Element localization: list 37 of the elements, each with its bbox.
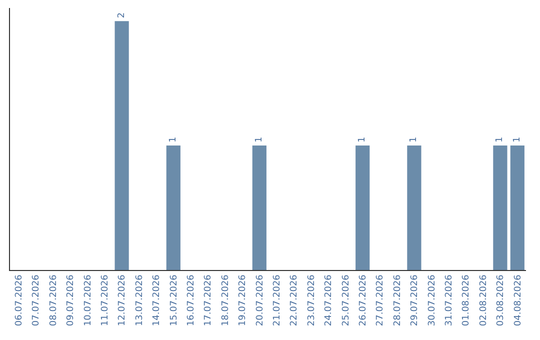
x-tick-label: 07.07.2026: [32, 274, 42, 326]
x-tick-label: 02.08.2026: [478, 274, 489, 326]
x-tick-label: 30.07.2026: [427, 274, 438, 326]
x-tick-label: 24.07.2026: [324, 274, 334, 326]
data-label: 2: [116, 12, 127, 18]
x-tick-label: 27.07.2026: [376, 274, 386, 326]
x-tick-label: 06.07.2026: [14, 274, 25, 326]
data-label: 1: [358, 136, 368, 143]
x-tick-label: 16.07.2026: [186, 274, 197, 326]
data-label: 1: [512, 136, 522, 143]
x-tick-label: 28.07.2026: [392, 274, 403, 326]
x-tick-label: 09.07.2026: [66, 274, 76, 326]
x-tick-label: 08.07.2026: [48, 274, 59, 326]
x-tick-label: 03.08.2026: [496, 274, 506, 326]
data-label: 1: [409, 136, 420, 143]
x-tick-label: 26.07.2026: [358, 274, 369, 326]
data-label: 1: [254, 136, 264, 143]
x-tick-label: 11.07.2026: [100, 274, 111, 326]
x-tick-label: 15.07.2026: [169, 274, 180, 326]
x-tick-label: 31.07.2026: [444, 274, 455, 326]
x-tick-label: 04.08.2026: [513, 274, 524, 326]
x-tick-label: 22.07.2026: [290, 274, 300, 326]
data-label: 1: [168, 136, 178, 143]
x-tick-label: 21.07.2026: [272, 274, 283, 326]
data-label: 1: [495, 136, 506, 143]
x-tick-label: 29.07.2026: [410, 274, 420, 326]
x-tick-label: 12.07.2026: [118, 274, 128, 326]
x-tick-label: 01.08.2026: [462, 274, 472, 326]
x-tick-label: 23.07.2026: [306, 274, 317, 326]
x-tick-label: 17.07.2026: [204, 274, 214, 326]
x-tick-label: 19.07.2026: [238, 274, 248, 326]
x-tick-label: 13.07.2026: [134, 274, 145, 326]
x-tick-label: 14.07.2026: [152, 274, 162, 326]
x-tick-label: 10.07.2026: [83, 274, 94, 326]
x-tick-label: 20.07.2026: [255, 274, 266, 326]
x-tick-label: 18.07.2026: [220, 274, 231, 326]
x-tick-label: 25.07.2026: [341, 274, 352, 326]
